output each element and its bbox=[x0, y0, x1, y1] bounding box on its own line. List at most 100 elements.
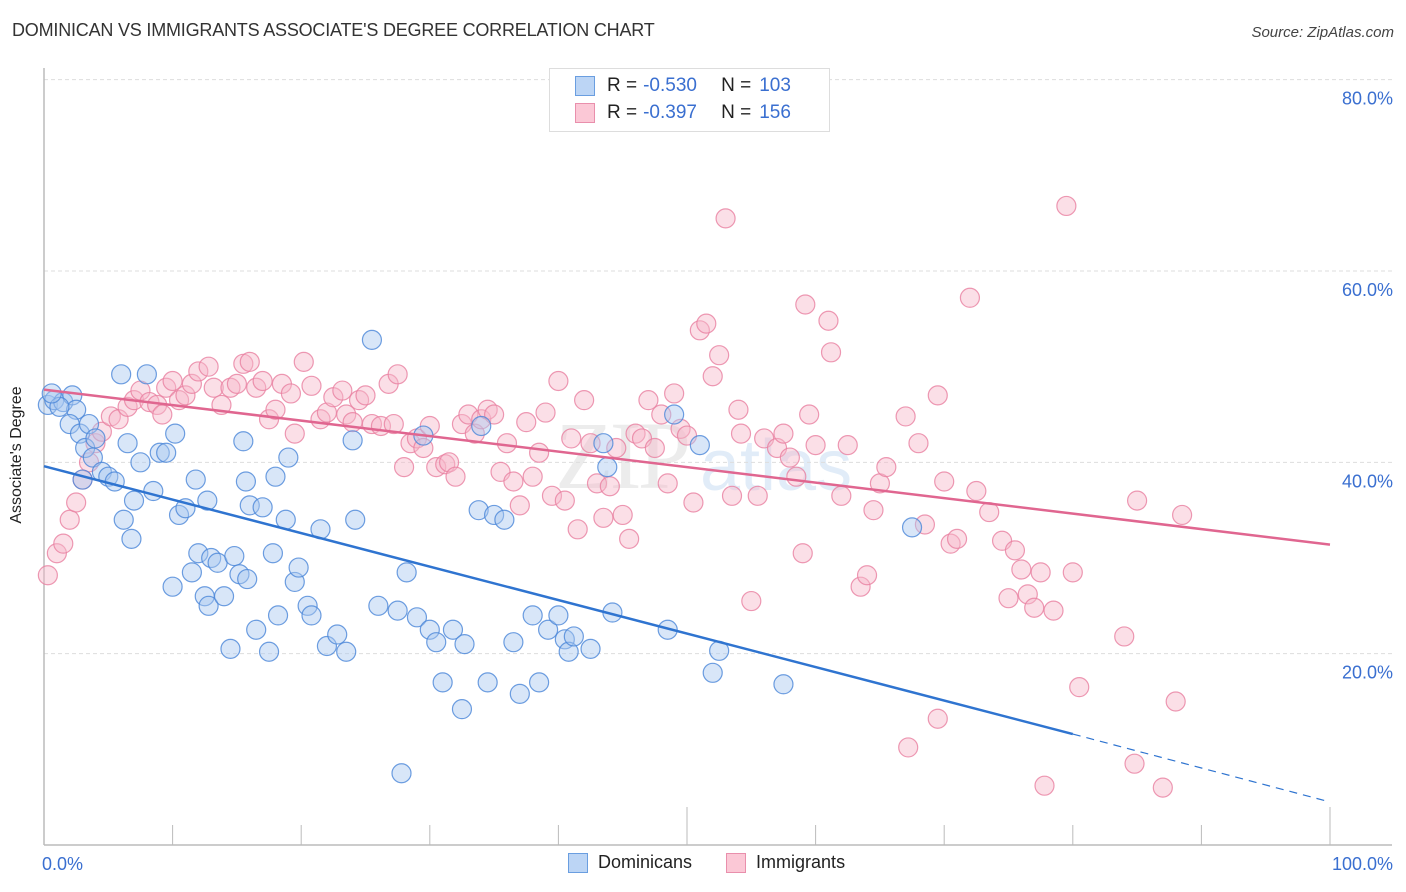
dominicans-point bbox=[258, 641, 280, 662]
dominicans-point bbox=[165, 423, 186, 444]
dominicans-point bbox=[471, 415, 492, 437]
dominicans-point bbox=[111, 364, 132, 385]
dominicans-point bbox=[342, 430, 363, 451]
immigrants-point bbox=[535, 402, 556, 423]
immigrants-point bbox=[1004, 540, 1026, 561]
legend-item-dominicans[interactable]: Dominicans bbox=[568, 852, 692, 873]
dominicans-point bbox=[288, 557, 309, 578]
immigrants-point bbox=[503, 471, 524, 492]
dominicans-point bbox=[548, 605, 569, 626]
dominicans-point bbox=[233, 431, 254, 452]
immigrants-point bbox=[181, 373, 202, 394]
immigrants-point bbox=[850, 576, 871, 597]
r-value: -0.397 bbox=[643, 102, 697, 123]
immigrants-point bbox=[458, 404, 479, 425]
dominicans-point bbox=[442, 619, 464, 640]
immigrants-trend-line bbox=[43, 388, 1331, 546]
immigrants-point bbox=[709, 345, 730, 366]
dominicans-point bbox=[235, 471, 257, 492]
trend-lines bbox=[43, 388, 1331, 803]
immigrants-point bbox=[561, 428, 582, 449]
dominicans-point bbox=[220, 638, 241, 659]
dominicans-point bbox=[82, 447, 103, 468]
legend-row-dominicans: R = -0.530 N = 103 bbox=[575, 74, 791, 98]
dominicans-point bbox=[278, 447, 299, 468]
dominicans-point bbox=[198, 595, 219, 616]
immigrants-point bbox=[252, 370, 273, 392]
immigrants-point bbox=[1017, 584, 1038, 605]
immigrants-point bbox=[1011, 559, 1032, 580]
r-label: R = bbox=[607, 102, 638, 123]
immigrants-point bbox=[856, 565, 878, 586]
immigrants-point bbox=[730, 423, 752, 444]
immigrants-point bbox=[728, 399, 749, 420]
dominicans-point bbox=[477, 672, 498, 693]
n-label: N = bbox=[721, 102, 752, 123]
dominicans-point bbox=[181, 562, 202, 583]
dominicans-point bbox=[361, 329, 383, 350]
immigrants-point bbox=[548, 370, 569, 392]
dominicans-point bbox=[345, 509, 366, 530]
dominicans-point bbox=[327, 624, 348, 645]
dominicans-point bbox=[396, 562, 417, 583]
dominicans-point bbox=[391, 763, 412, 784]
immigrants-point bbox=[280, 383, 302, 404]
immigrants-swatch bbox=[575, 103, 595, 123]
x-tick-label: 100.0% bbox=[1332, 854, 1393, 874]
dominicans-point bbox=[689, 435, 710, 456]
immigrants-point bbox=[265, 399, 286, 420]
immigrants-point bbox=[792, 543, 813, 564]
immigrants-point bbox=[387, 364, 408, 385]
legend-label: Dominicans bbox=[598, 852, 693, 872]
immigrants-point bbox=[1069, 677, 1090, 698]
dominicans-point bbox=[468, 500, 489, 521]
immigrants-point bbox=[773, 423, 794, 444]
dominicans-point bbox=[246, 619, 267, 640]
immigrants-point bbox=[683, 492, 704, 513]
dominicans-point bbox=[188, 543, 209, 564]
immigrants-point bbox=[831, 485, 852, 506]
immigrants-point bbox=[239, 351, 260, 372]
immigrants-point bbox=[293, 351, 314, 372]
immigrants-point bbox=[1024, 597, 1045, 618]
tick-labels: 20.0% 40.0% 60.0% 80.0% 0.0% 100.0% bbox=[42, 89, 1393, 874]
immigrants-point bbox=[599, 476, 620, 497]
immigrants-point bbox=[612, 504, 633, 526]
dominicans-point bbox=[213, 586, 235, 607]
dominicans-point bbox=[426, 632, 447, 653]
dominicans-point bbox=[454, 633, 475, 655]
immigrants-point bbox=[175, 385, 196, 406]
legend-item-immigrants[interactable]: Immigrants bbox=[726, 852, 845, 873]
immigrants-point bbox=[66, 492, 87, 513]
immigrants-point bbox=[1124, 753, 1145, 774]
immigrants-point bbox=[355, 385, 376, 406]
immigrants-point bbox=[332, 380, 353, 401]
immigrants-point bbox=[946, 528, 968, 549]
dominicans-point bbox=[901, 517, 923, 538]
immigrants-point bbox=[284, 423, 305, 444]
dominicans-point bbox=[419, 619, 440, 640]
immigrants-point bbox=[509, 495, 530, 516]
axes bbox=[43, 68, 1392, 846]
immigrants-point bbox=[1030, 562, 1051, 583]
immigrants-point bbox=[529, 442, 550, 463]
n-label: N = bbox=[721, 75, 752, 96]
immigrants-point bbox=[998, 588, 1019, 609]
dominicans-point bbox=[121, 528, 142, 549]
dominicans-point bbox=[593, 433, 614, 454]
immigrants-point bbox=[1114, 626, 1135, 647]
immigrants-point bbox=[619, 528, 640, 549]
immigrants-point bbox=[586, 473, 608, 494]
dominicans-point bbox=[387, 600, 408, 621]
immigrants-point bbox=[664, 383, 685, 404]
immigrants-point bbox=[198, 356, 219, 377]
dominicans-point bbox=[162, 576, 183, 597]
immigrants-swatch bbox=[726, 852, 747, 873]
legend-row-immigrants: R = -0.397 N = 156 bbox=[575, 101, 791, 125]
immigrants-point bbox=[799, 404, 820, 425]
dominicans-point bbox=[117, 433, 138, 454]
dominicans-point bbox=[130, 452, 151, 473]
dominicans-point bbox=[262, 543, 284, 564]
y-tick-label: 80.0% bbox=[1342, 89, 1393, 109]
dominicans-point bbox=[406, 607, 428, 628]
